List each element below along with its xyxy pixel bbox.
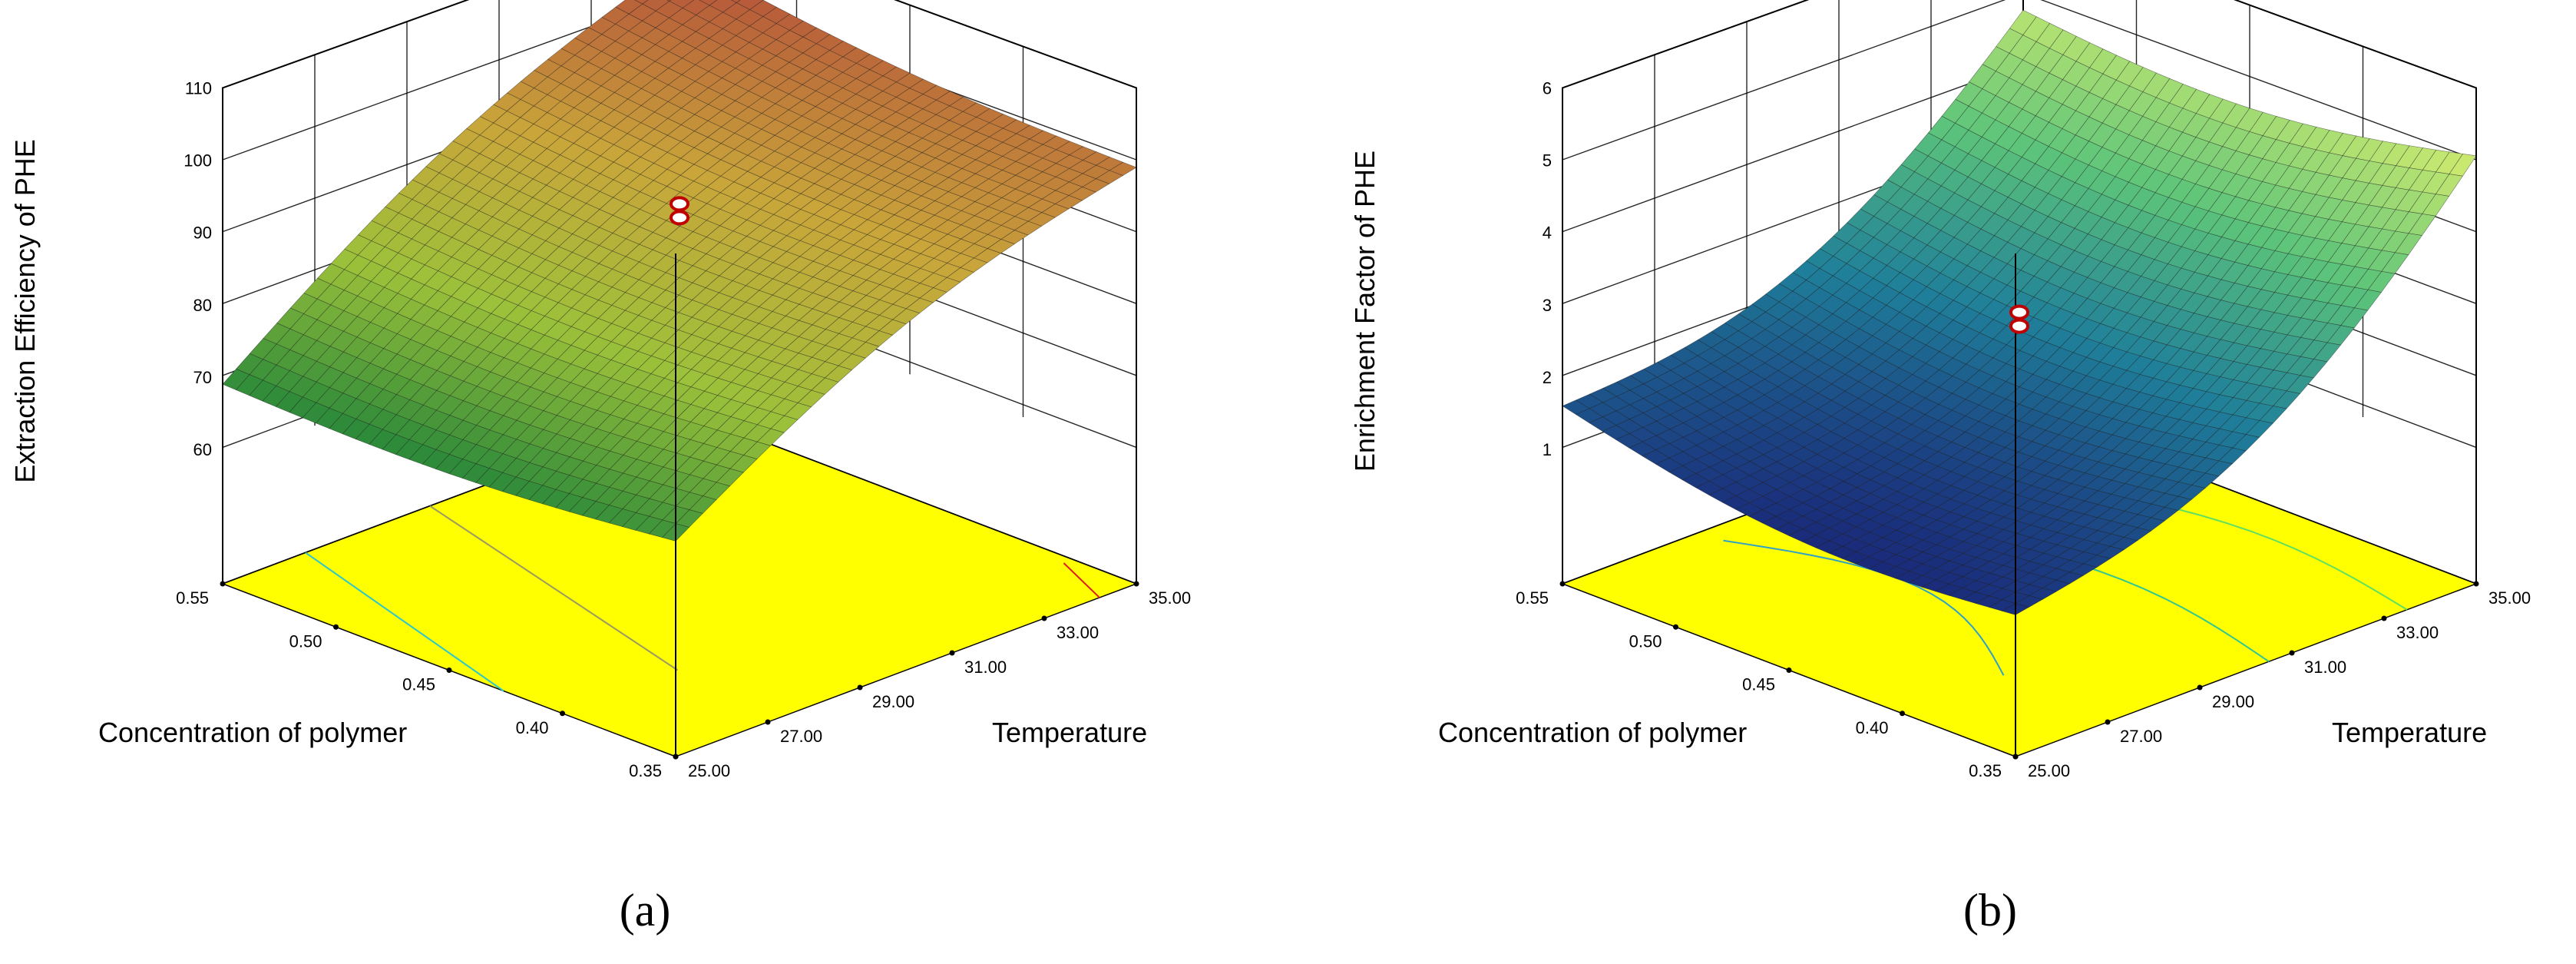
contour-line (429, 505, 679, 671)
x-tick-mark (333, 624, 339, 630)
x-tick-label: 0.55 (1516, 588, 1549, 608)
z-tick-label: 90 (193, 224, 212, 243)
chart-panel-a: 60 70 80 90 100 110 0.35 0.40 0.45 0.50 0.55 25.00 2… (9, 0, 1191, 936)
x-tick-mark (446, 668, 452, 673)
x-tick-label: 0.45 (402, 675, 435, 694)
y-tick-label: 35.00 (1149, 588, 1191, 608)
y-tick-mark (2289, 650, 2295, 656)
z-axis-label: Extraction Efficiency of PHE (9, 139, 41, 483)
design-point (2009, 318, 2029, 334)
tick-labels: 1 2 3 4 5 6 0.35 0.40 0.45 0.50 0.55 25.00 27.00 29.0… (1516, 78, 2531, 780)
z-tick-label: 100 (184, 151, 212, 171)
y-tick-label: 31.00 (964, 658, 1007, 677)
y-axis-label: Temperature (992, 717, 1147, 748)
surface-cell (730, 0, 741, 3)
z-tick-label: 1 (1543, 440, 1552, 459)
wall-gridline (1562, 0, 2477, 161)
y-axis-label: Temperature (2332, 717, 2487, 748)
response-surface (222, 0, 1137, 542)
design-points (2009, 304, 2029, 334)
contour-line (1063, 562, 1100, 598)
y-tick-label: 29.00 (872, 692, 914, 711)
tick-labels: 60 70 80 90 100 110 0.35 0.40 0.45 0.50 0.55 25.00 2… (176, 78, 1191, 780)
x-tick-label: 0.40 (516, 718, 549, 737)
y-tick-label: 25.00 (688, 761, 730, 780)
y-tick-mark (2197, 684, 2203, 691)
x-tick-mark (1673, 624, 1678, 630)
x-tick-label: 0.40 (1856, 718, 1889, 737)
design-point (670, 210, 689, 226)
x-tick-mark (560, 711, 565, 717)
x-tick-label: 0.35 (1969, 761, 2002, 780)
z-tick-label: 60 (193, 440, 212, 459)
panel-label-b: (b) (1963, 885, 2017, 936)
surface-cell (634, 0, 649, 5)
x-tick-label: 0.45 (1742, 675, 1775, 694)
panel-label-a: (a) (620, 885, 671, 936)
contour-line (305, 552, 504, 692)
y-tick-label: 27.00 (2120, 727, 2162, 746)
x-axis-label: Concentration of polymer (98, 717, 407, 748)
z-tick-label: 80 (193, 296, 212, 315)
design-point (670, 196, 689, 212)
z-tick-label: 5 (1543, 151, 1552, 171)
y-tick-label: 33.00 (2396, 623, 2439, 642)
y-tick-mark (1041, 615, 1047, 621)
y-tick-mark (949, 650, 955, 656)
x-axis-label: Concentration of polymer (1438, 717, 1747, 748)
z-tick-label: 3 (1543, 296, 1552, 315)
z-tick-label: 6 (1543, 78, 1552, 98)
z-tick-label: 110 (185, 78, 212, 98)
y-tick-mark (2381, 615, 2387, 621)
y-tick-label: 25.00 (2028, 761, 2070, 780)
response-surface (1562, 9, 2477, 615)
front-frame (222, 88, 1137, 757)
z-axis-label: Enrichment Factor of PHE (1349, 151, 1381, 472)
z-tick-label: 2 (1543, 368, 1552, 387)
chart-panel-b: 1 2 3 4 5 6 0.35 0.40 0.45 0.50 0.55 25.00 27.00 29.0… (1349, 0, 2531, 936)
y-tick-label: 29.00 (2212, 692, 2254, 711)
x-tick-label: 0.55 (176, 588, 209, 608)
x-tick-mark (1900, 711, 1905, 717)
y-tick-mark (2105, 719, 2111, 725)
y-tick-mark (765, 719, 771, 725)
wall-gridline (222, 0, 1137, 161)
x-tick-label: 0.50 (289, 631, 322, 651)
wall-gridline (1562, 0, 2477, 89)
design-points (670, 196, 689, 226)
front-frame (1562, 88, 2477, 757)
y-tick-label: 35.00 (2488, 588, 2531, 608)
contour-line (1723, 539, 2005, 676)
wall-gridline (222, 0, 1137, 89)
x-tick-mark (1786, 668, 1792, 673)
x-tick-label: 0.35 (629, 761, 662, 780)
x-tick-label: 0.50 (1629, 631, 1662, 651)
z-tick-label: 70 (193, 368, 212, 387)
y-tick-label: 31.00 (2304, 658, 2346, 677)
y-tick-label: 27.00 (780, 727, 822, 746)
z-tick-label: 4 (1543, 224, 1552, 243)
design-point (2009, 304, 2029, 320)
y-tick-label: 33.00 (1057, 623, 1099, 642)
y-tick-mark (857, 684, 863, 691)
